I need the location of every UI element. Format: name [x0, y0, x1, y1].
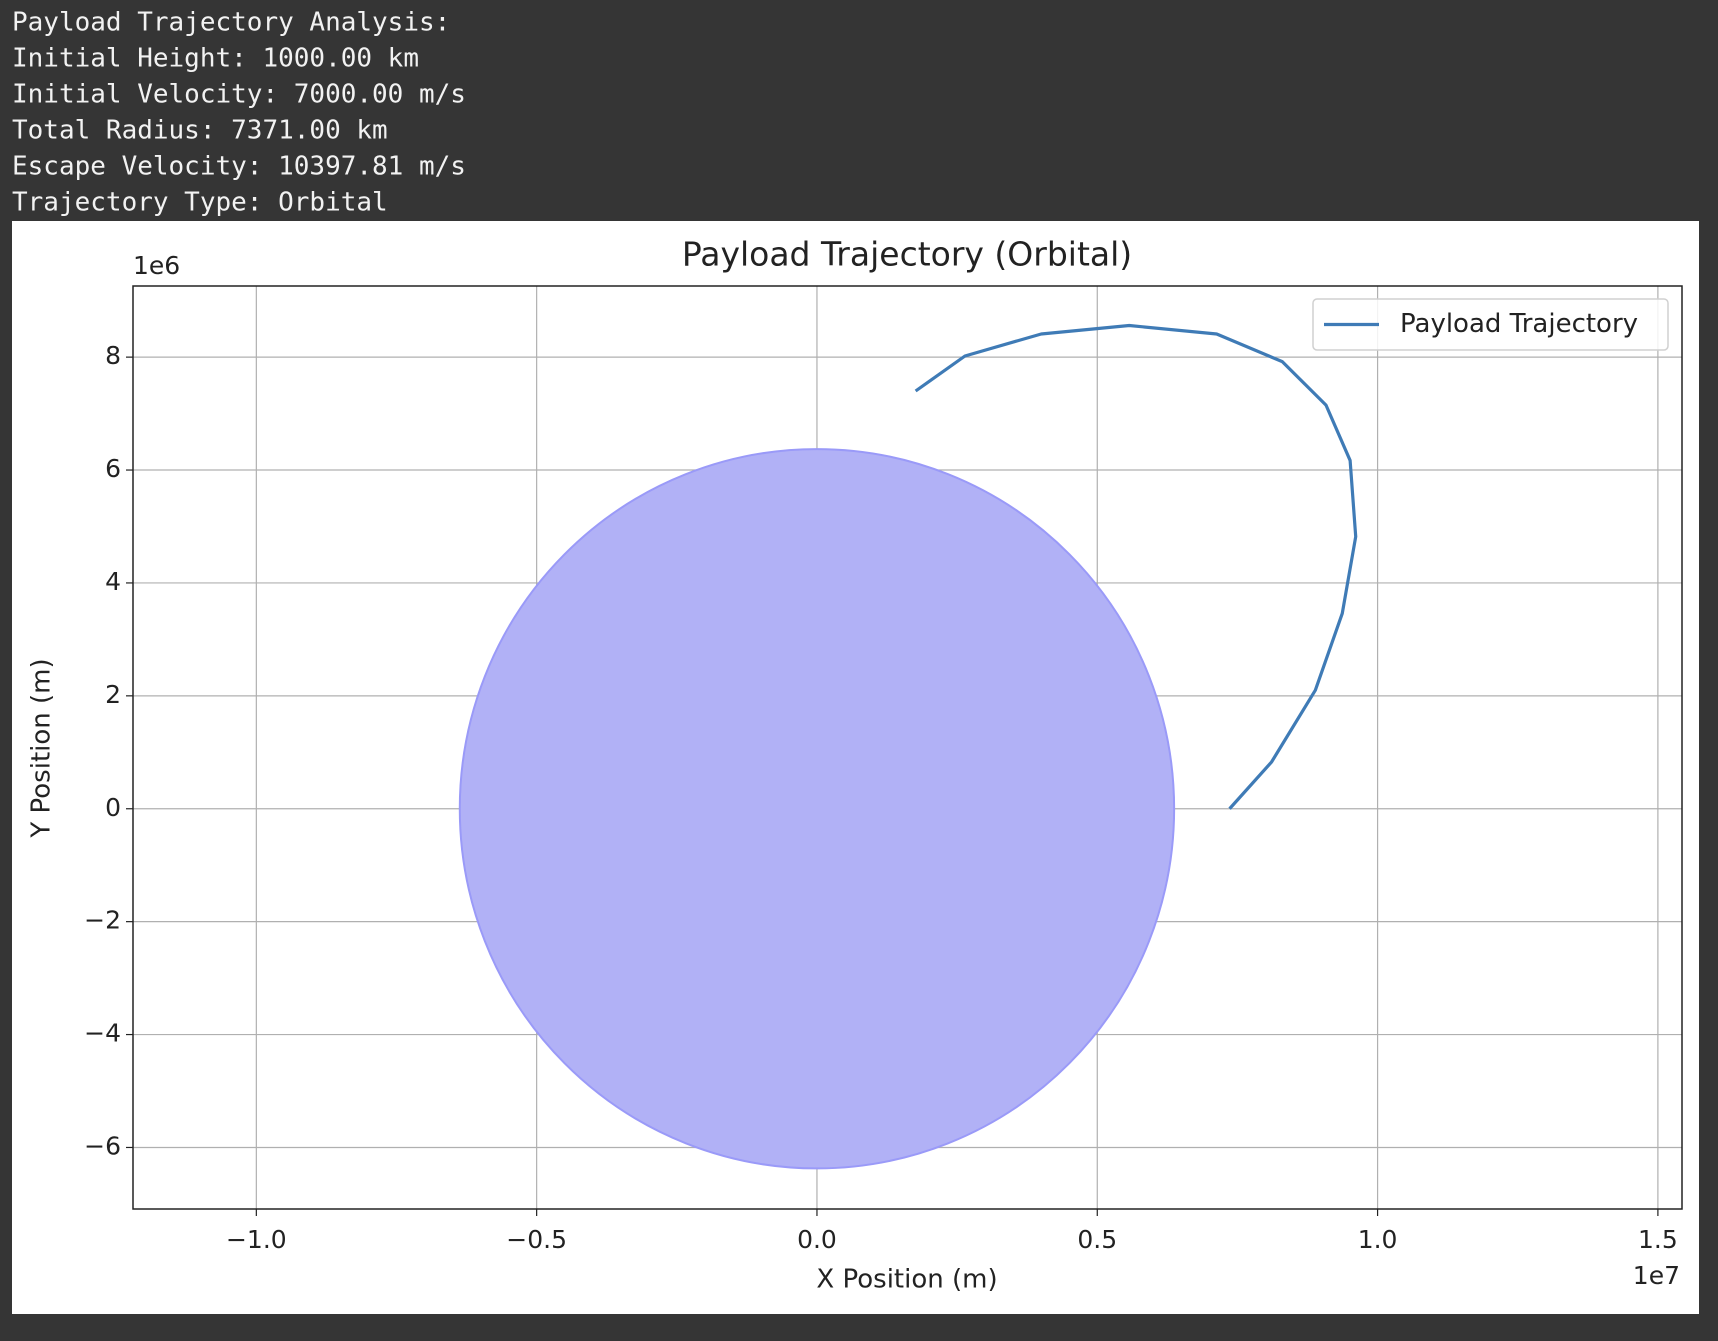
y-tick-label: −2: [84, 906, 121, 935]
y-tick-label: 6: [105, 454, 121, 483]
output-line: Escape Velocity: 10397.81 m/s: [12, 152, 466, 182]
x-tick-label: 1.5: [1638, 1225, 1678, 1254]
output-line: Initial Height: 1000.00 km: [12, 44, 419, 74]
legend-label: Payload Trajectory: [1400, 309, 1638, 339]
y-tick-label: −4: [84, 1019, 121, 1048]
x-offset-label: 1e7: [1633, 1261, 1680, 1290]
y-tick-label: 2: [105, 680, 121, 709]
y-offset-label: 1e6: [133, 251, 180, 280]
legend-box: [1312, 298, 1669, 351]
y-tick-label: 0: [105, 793, 121, 822]
chart-title: Payload Trajectory (Orbital): [682, 235, 1132, 274]
y-tick-label: 8: [105, 341, 121, 370]
plot-frame: [132, 285, 1683, 1210]
earth-circle: [458, 448, 1176, 1170]
x-axis-label: X Position (m): [816, 1265, 997, 1295]
y-axis-label: Y Position (m): [27, 658, 57, 838]
x-tick-label: −1.0: [226, 1225, 287, 1254]
y-tick-label: 4: [105, 567, 121, 596]
output-line: Trajectory Type: Orbital: [12, 188, 388, 218]
trajectory-line: [914, 323, 1358, 810]
output-line: Total Radius: 7371.00 km: [12, 116, 388, 146]
output-line: Payload Trajectory Analysis:: [12, 8, 450, 38]
y-tick-label: −6: [84, 1131, 121, 1160]
output-line: Initial Velocity: 7000.00 m/s: [12, 80, 466, 110]
x-tick-label: −0.5: [506, 1225, 567, 1254]
x-tick-label: 0.5: [1077, 1225, 1117, 1254]
x-tick-label: 0.0: [797, 1225, 837, 1254]
x-tick-label: 1.0: [1358, 1225, 1398, 1254]
